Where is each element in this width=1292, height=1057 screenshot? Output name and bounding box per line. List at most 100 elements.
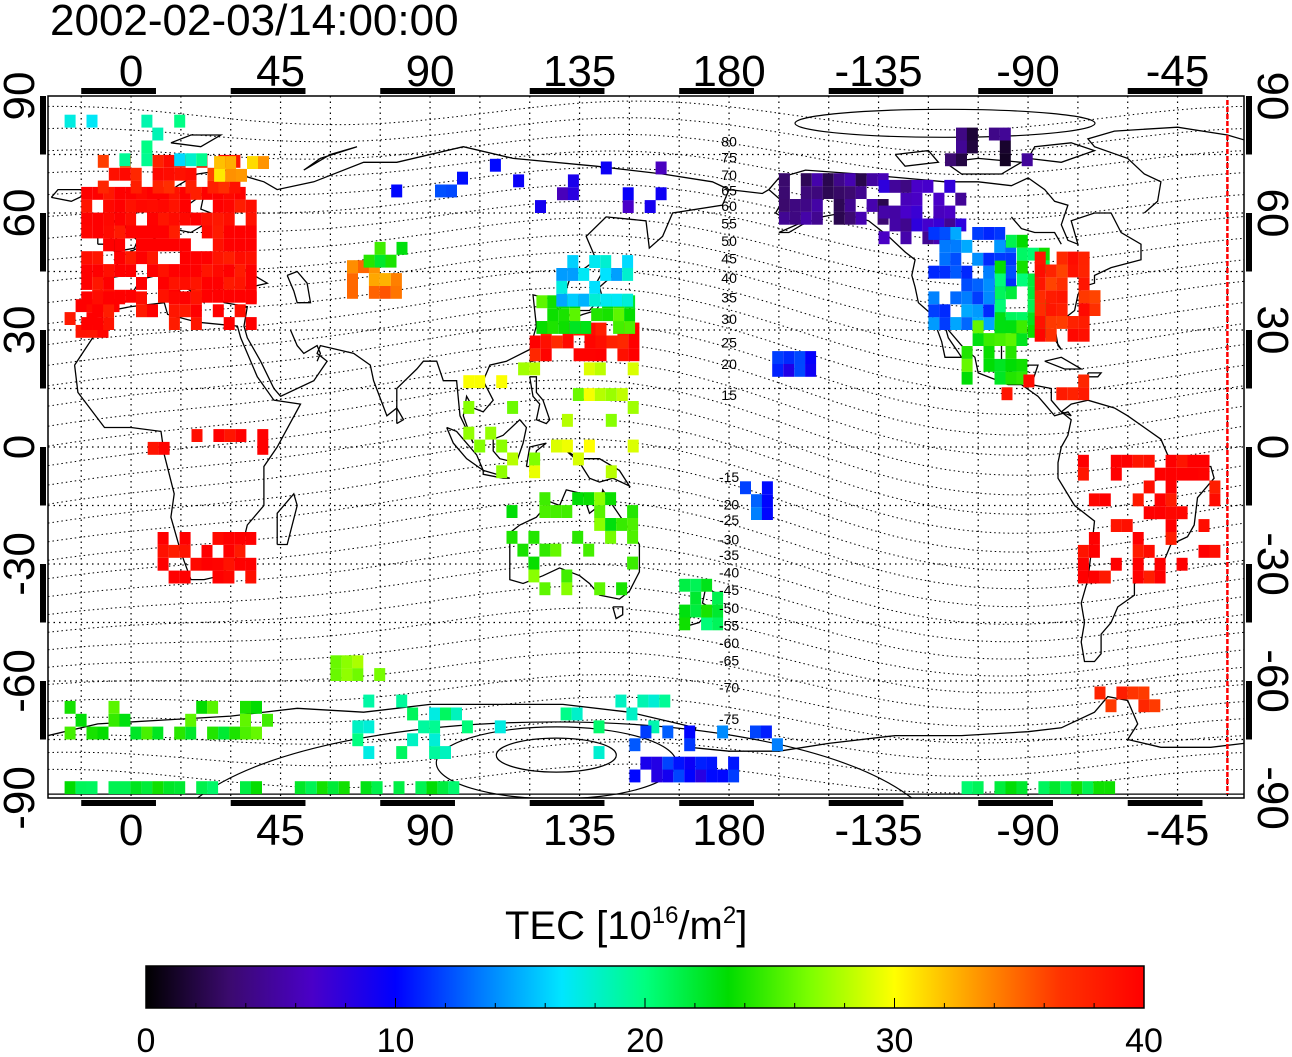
tec-cell (1071, 781, 1083, 795)
tec-cell (1088, 544, 1100, 558)
tec-cell (578, 293, 590, 307)
mag-contour (48, 563, 1244, 643)
tec-cell (201, 264, 213, 277)
coastline (529, 376, 551, 425)
coastline (768, 169, 1142, 417)
tec-cell (557, 187, 568, 201)
tec-cell (922, 231, 934, 245)
coastline (894, 149, 940, 167)
tec-cell (235, 429, 247, 442)
tec-cell (415, 781, 427, 795)
tec-cell (257, 429, 269, 442)
tec-cell (141, 140, 153, 154)
tec-cell (1149, 699, 1161, 713)
tec-cell (622, 255, 634, 268)
tec-cell (966, 127, 978, 141)
tec-cell (179, 212, 191, 226)
tec-cell (251, 781, 262, 795)
tec-cell (212, 264, 224, 277)
tec-cell (1027, 299, 1039, 313)
colorbar-tick-label: 10 (377, 1022, 415, 1057)
tec-cell (900, 179, 912, 193)
tec-cell (712, 604, 724, 618)
tec-cell (1077, 454, 1089, 468)
tec-cell (1016, 247, 1028, 261)
tec-cell (889, 205, 901, 219)
tec-cell (341, 668, 353, 681)
tec-cell (1056, 387, 1068, 401)
tec-cell (911, 205, 923, 219)
tec-cell (163, 180, 175, 194)
tec-cell (584, 348, 596, 362)
tec-cell (245, 291, 257, 305)
tec-cell (185, 713, 197, 727)
tec-cell (1045, 303, 1057, 316)
tec-cell (1132, 493, 1144, 507)
tec-cell (617, 348, 629, 362)
tec-cell (900, 192, 912, 206)
tec-cell (130, 781, 142, 795)
coastline (1086, 126, 1244, 214)
tec-cell (168, 277, 180, 290)
tec-cell (1138, 699, 1150, 713)
contour-label: 70 (721, 167, 737, 183)
tec-cell (1016, 333, 1028, 346)
frame-tick-left (40, 96, 46, 155)
tec-cell (1198, 467, 1210, 481)
tec-cell (627, 505, 639, 518)
tec-cell (190, 304, 202, 318)
tec-cell (390, 285, 402, 299)
tec-cell (157, 544, 169, 558)
tec-cell (606, 335, 618, 349)
frame-tick-left (40, 564, 46, 623)
tec-cell (147, 199, 158, 213)
tec-cell (81, 186, 93, 200)
tec-cell (640, 725, 652, 739)
tec-cell (379, 273, 391, 286)
top-lon-tick-label: 135 (543, 47, 616, 96)
tec-cell (900, 218, 912, 232)
tec-cell (75, 324, 87, 338)
tec-cell (624, 321, 636, 334)
tec-cell (240, 781, 251, 795)
tec-cell (223, 557, 235, 571)
tec-cell (648, 720, 660, 734)
top-lon-tick-label: 0 (119, 47, 143, 96)
tec-cell (207, 180, 219, 194)
tec-cell (212, 557, 224, 571)
tec-cell (539, 543, 551, 557)
tec-cell (584, 335, 596, 349)
tec-cell (179, 532, 191, 545)
bottom-lon-axis: 0 45 90 135 180 -135 -90 -45 (119, 806, 1210, 855)
tec-cell (92, 317, 104, 330)
tec-cell (152, 167, 164, 181)
tec-cell (972, 291, 984, 305)
bottom-lon-tick-label: 0 (119, 806, 143, 855)
tec-cell (125, 251, 137, 265)
tec-cell (648, 694, 660, 708)
frame-tick-bottom (1127, 800, 1203, 806)
tec-cell (158, 212, 169, 226)
tec-cell (536, 321, 548, 334)
tec-cell (833, 186, 845, 199)
coastline (48, 695, 1244, 752)
tec-cell (1143, 570, 1155, 584)
tec-cell (622, 200, 634, 213)
tec-cell (147, 186, 158, 200)
tec-cell (461, 720, 473, 734)
tec-cell (1078, 328, 1090, 342)
tec-cell (558, 321, 570, 334)
tec-cell (561, 505, 573, 518)
tec-cell (778, 211, 790, 225)
tec-cell (1165, 454, 1177, 468)
tec-cell (1198, 544, 1210, 558)
tec-cell (103, 277, 115, 290)
tec-cell (1121, 454, 1133, 468)
tec-cell (201, 289, 213, 303)
tec-cell (800, 173, 812, 187)
tec-cell (1094, 686, 1106, 700)
colorbar-tick-label: 0 (137, 1022, 156, 1057)
tec-cell (573, 348, 585, 362)
tec-cell (1067, 328, 1079, 342)
tec-cell (168, 225, 180, 239)
